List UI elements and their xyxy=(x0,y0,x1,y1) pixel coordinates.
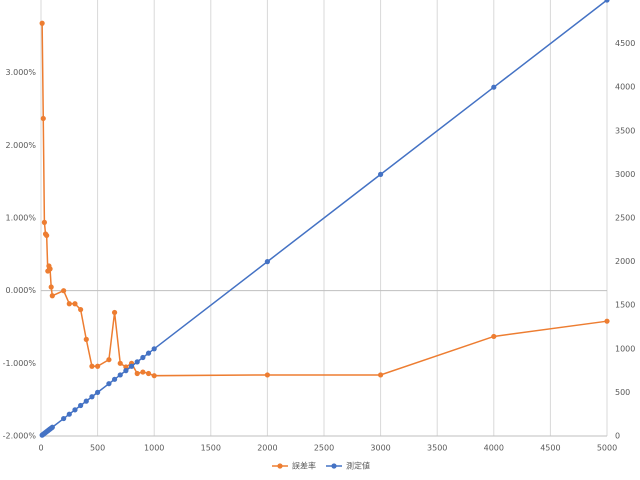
marker xyxy=(95,389,101,395)
marker xyxy=(83,336,89,342)
marker xyxy=(264,372,270,378)
x-tick-label: 500 xyxy=(90,444,105,453)
x-tick-label: 2500 xyxy=(314,444,334,453)
y-tick-label: 3.000% xyxy=(5,68,36,77)
x-tick-label: 1000 xyxy=(144,444,164,453)
marker xyxy=(83,398,89,404)
marker xyxy=(145,370,152,377)
marker xyxy=(123,364,129,370)
x-tick-label: 2000 xyxy=(257,444,277,453)
y-tick-label: 1.000% xyxy=(5,214,36,223)
marker xyxy=(134,370,140,377)
marker xyxy=(49,424,55,430)
marker xyxy=(491,333,497,340)
marker xyxy=(140,354,146,361)
marker xyxy=(40,115,46,122)
x-tick-label: 5000 xyxy=(597,444,617,453)
y2-tick-label: 500 xyxy=(615,388,630,397)
y2-tick-label: 1500 xyxy=(615,301,635,310)
marker xyxy=(491,84,497,90)
marker xyxy=(72,407,78,413)
marker xyxy=(604,318,610,324)
legend-label: 測定値 xyxy=(346,461,370,471)
y-tick-label: 0.000% xyxy=(5,286,36,295)
x-tick-label: 3500 xyxy=(427,444,447,453)
marker xyxy=(151,346,157,352)
marker xyxy=(264,259,270,265)
marker xyxy=(151,373,157,379)
y-tick-label: 2.000% xyxy=(5,141,36,150)
marker xyxy=(39,20,45,26)
marker xyxy=(123,368,129,374)
marker xyxy=(128,363,135,369)
x-tick-label: 4500 xyxy=(540,444,560,453)
marker xyxy=(111,309,118,316)
marker xyxy=(61,288,67,294)
y2-tick-label: 1000 xyxy=(615,344,635,353)
y2-tick-label: 0 xyxy=(615,432,620,441)
marker xyxy=(140,369,146,375)
marker xyxy=(61,415,67,422)
marker xyxy=(89,394,95,400)
marker xyxy=(145,350,152,356)
series-line xyxy=(41,23,608,377)
marker xyxy=(95,363,101,369)
y-tick-label: -2.000% xyxy=(3,432,37,441)
marker xyxy=(47,266,53,272)
marker xyxy=(49,293,55,299)
marker xyxy=(106,357,112,363)
y2-tick-label: 2000 xyxy=(615,257,635,266)
marker xyxy=(117,360,123,366)
marker xyxy=(66,411,72,417)
x-tick-label: 1500 xyxy=(201,444,221,453)
legend-marker xyxy=(331,463,337,469)
marker xyxy=(378,372,384,378)
legend-marker xyxy=(277,463,283,469)
marker xyxy=(604,0,610,3)
marker xyxy=(89,363,95,369)
y2-tick-label: 2500 xyxy=(615,214,635,223)
marker xyxy=(78,306,84,313)
marker xyxy=(111,376,118,382)
marker xyxy=(106,381,112,387)
legend-label: 誤差率 xyxy=(292,461,316,471)
y2-tick-label: 4500 xyxy=(615,39,635,48)
marker xyxy=(41,219,47,225)
marker xyxy=(78,402,84,409)
marker xyxy=(44,232,50,239)
marker xyxy=(72,301,78,307)
y2-tick-label: 3500 xyxy=(615,126,635,135)
y-tick-label: -1.000% xyxy=(3,359,37,368)
y2-tick-label: 4000 xyxy=(615,83,635,92)
x-tick-label: 3000 xyxy=(370,444,390,453)
y2-tick-label: 3000 xyxy=(615,170,635,179)
marker xyxy=(378,171,384,177)
marker xyxy=(48,284,54,290)
marker xyxy=(134,359,140,365)
marker xyxy=(66,301,72,307)
x-tick-label: 4000 xyxy=(484,444,504,453)
marker xyxy=(117,372,123,378)
x-tick-label: 0 xyxy=(38,444,43,453)
